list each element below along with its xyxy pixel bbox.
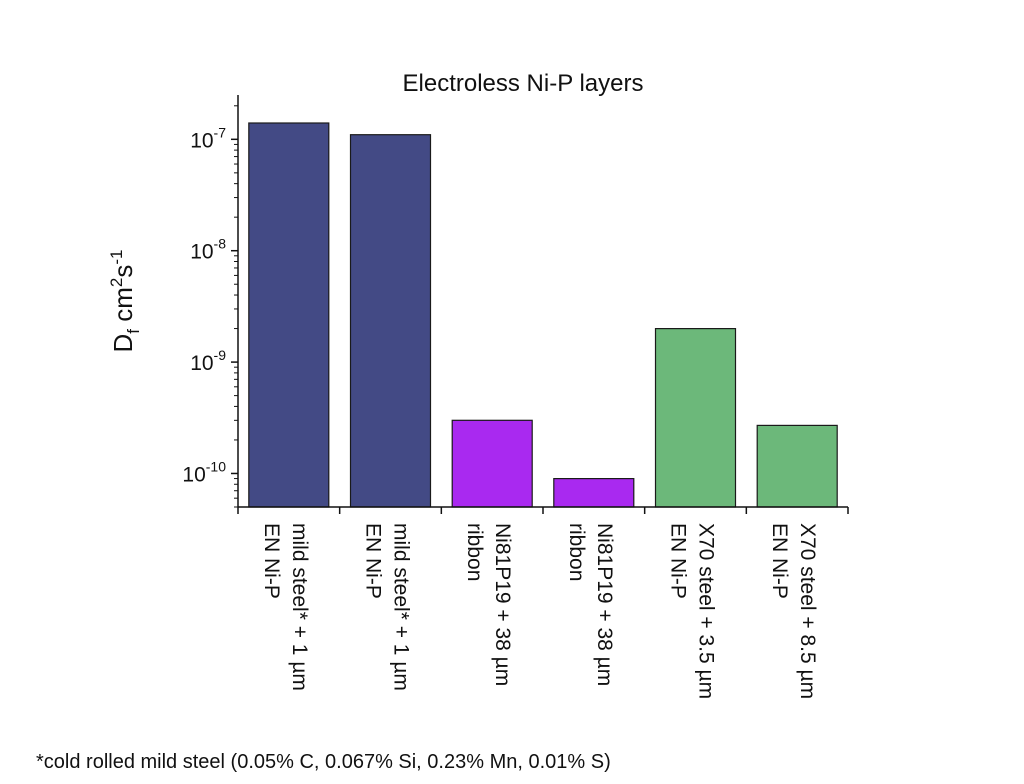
x-tick-label-line2: ribbon (565, 523, 588, 581)
bar (451, 419, 533, 508)
bar (654, 328, 737, 508)
bar (756, 424, 838, 508)
y-axis-label: Df cm2s-1 (107, 250, 143, 353)
x-tick-label-line2: ribbon (463, 523, 486, 581)
x-tick-label-line1: mild steel* + 1 µm (288, 523, 311, 691)
y-tick-label: 10-8 (190, 236, 226, 264)
y-tick-label: 10-7 (190, 124, 226, 152)
y-tick-label: 10-9 (190, 347, 226, 375)
footnote: *cold rolled mild steel (0.05% C, 0.067%… (36, 751, 611, 773)
x-tick-label-line2: EN Ni-P (768, 523, 791, 599)
bar (553, 478, 635, 508)
bar (248, 122, 330, 508)
y-tick-label: 10-10 (182, 458, 226, 486)
x-tick-label-line2: EN Ni-P (260, 523, 283, 599)
bar (349, 134, 432, 508)
chart-title: Electroless Ni-P layers (403, 70, 644, 97)
x-tick-label-line1: X70 steel + 8.5 µm (796, 523, 819, 699)
x-tick-label-line1: Ni81P19 + 38 µm (593, 523, 616, 686)
x-tick-label-line2: EN Ni-P (667, 523, 690, 599)
x-tick-label-line1: Ni81P19 + 38 µm (491, 523, 514, 686)
chart-canvas: Electroless Ni-P layers 10-7 10-8 10-9 10-10… (107, 70, 849, 699)
x-tick-label-line1: X70 steel + 3.5 µm (695, 523, 718, 699)
x-tick-label-line1: mild steel* + 1 µm (390, 523, 413, 691)
x-tick-label-line2: EN Ni-P (362, 523, 385, 599)
